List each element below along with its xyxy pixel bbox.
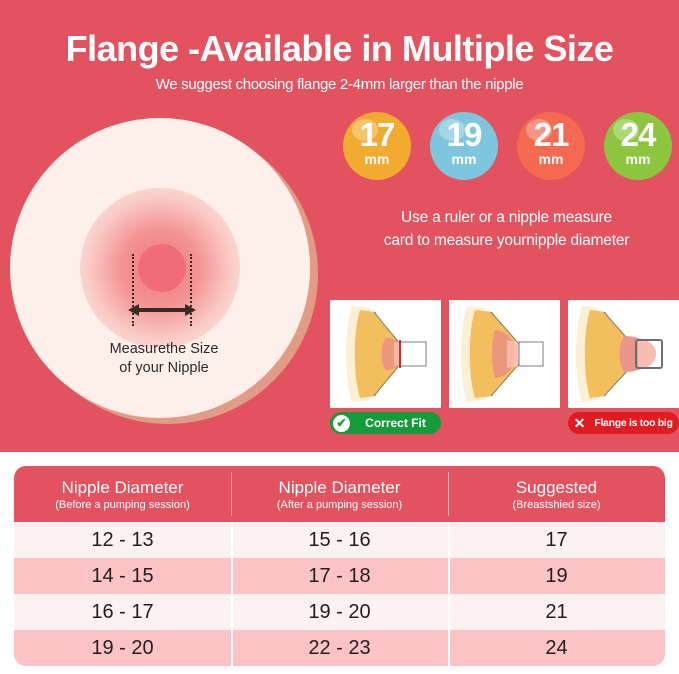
cell-after: 15 - 16	[231, 522, 448, 558]
cell-suggested: 24	[448, 630, 665, 666]
cell-before: 16 - 17	[91, 600, 154, 623]
badge-value: 19	[446, 116, 483, 153]
header-main: Nipple Diameter	[278, 477, 401, 497]
measure-instruction: Use a ruler or a nipple measure card to …	[334, 206, 679, 252]
header-sub: (After a pumping session)	[276, 498, 403, 511]
badge-unit: mm	[364, 151, 390, 167]
size-badge-19[interactable]: 19 mm	[430, 112, 498, 180]
cell-before: 19 - 20	[91, 636, 154, 659]
size-badge-24[interactable]: 24 mm	[604, 112, 672, 180]
table-header-cell-after: Nipple Diameter (After a pumping session…	[231, 466, 448, 522]
nipple-circle	[138, 244, 186, 292]
fit-card-too-big: ✕ Flange is too big	[449, 300, 679, 434]
flange-illustration-correct	[330, 300, 441, 408]
table-row: 16 - 17 19 - 20 21	[14, 594, 665, 630]
badge-highlight-icon	[439, 119, 465, 141]
size-table: Nipple Diameter (Before a pumping sessio…	[14, 466, 665, 666]
fit-label-text: Flange is too big	[594, 417, 673, 429]
fit-label-text: Correct Fit	[365, 416, 426, 430]
page-title: Flange -Available in Multiple Size	[65, 28, 614, 69]
table-row: 19 - 20 22 - 23 24	[14, 630, 665, 666]
measure-arrow-line	[138, 308, 186, 312]
size-badge-group: 17 mm 19 mm 21 mm 24 mm	[334, 112, 679, 190]
size-badge-21[interactable]: 21 mm	[517, 112, 585, 180]
cell-suggested: 19	[448, 558, 665, 594]
breast-caption-line1: Measurethe Size	[109, 341, 219, 357]
flange-illustration-too-big	[449, 300, 560, 408]
measure-guide-right-icon	[190, 254, 192, 326]
instruction-line1: Use a ruler or a nipple measure	[401, 209, 612, 226]
header-main: Suggested	[515, 477, 598, 497]
breast-measure-diagram: Measurethe Size of your Nipple	[2, 112, 326, 442]
cell-after: 17 - 18	[231, 558, 448, 594]
flange-illustration-too-small	[568, 300, 679, 408]
fit-card-correct: ✔ Correct Fit	[330, 300, 441, 434]
breast-caption: Measurethe Size of your Nipple	[2, 340, 326, 378]
badge-unit: mm	[538, 151, 564, 167]
fit-card-too-small: ✕ Flange is too Small	[568, 300, 679, 410]
fit-label-correct: ✔ Correct Fit	[330, 412, 441, 434]
cell-suggested: 17	[448, 522, 665, 558]
badge-highlight-icon	[613, 119, 639, 141]
arrow-left-icon	[128, 304, 139, 316]
badge-unit: mm	[451, 151, 477, 167]
table-header-cell-before: Nipple Diameter (Before a pumping sessio…	[14, 466, 231, 522]
badge-highlight-icon	[352, 119, 378, 141]
badge-value: 17	[359, 116, 396, 153]
size-table-container: Nipple Diameter (Before a pumping sessio…	[0, 452, 679, 674]
page-subtitle: We suggest choosing flange 2-4mm larger …	[155, 76, 524, 93]
table-header-row: Nipple Diameter (Before a pumping sessio…	[14, 466, 665, 522]
cell-after: 22 - 23	[231, 630, 448, 666]
table-row: 14 - 15 17 - 18 19	[14, 558, 665, 594]
header-banner: Flange -Available in Multiple Size We su…	[0, 0, 679, 110]
size-badge-17[interactable]: 17 mm	[343, 112, 411, 180]
instruction-line2: card to measure yournipple diameter	[383, 232, 630, 249]
fit-label-too-big: ✕ Flange is too big	[568, 412, 679, 434]
badge-highlight-icon	[526, 119, 552, 141]
fit-example-cards: ✔ Correct Fit ✕ Flange is too big	[330, 300, 679, 445]
breast-caption-line2: of your Nipple	[119, 360, 209, 376]
check-icon: ✔	[333, 414, 350, 432]
cross-icon: ✕	[571, 414, 588, 432]
header-sub: (Breastshied size)	[512, 498, 601, 511]
cell-before: 12 - 13	[91, 528, 154, 551]
cell-suggested: 21	[448, 594, 665, 630]
cell-before: 14 - 15	[91, 564, 154, 587]
badge-value: 24	[620, 116, 657, 153]
header-main: Nipple Diameter	[61, 477, 184, 497]
table-header-cell-suggested: Suggested (Breastshied size)	[448, 466, 665, 522]
cell-after: 19 - 20	[231, 594, 448, 630]
badge-unit: mm	[625, 151, 651, 167]
table-row: 12 - 13 15 - 16 17	[14, 522, 665, 558]
arrow-right-icon	[185, 304, 196, 316]
badge-value: 21	[533, 116, 570, 153]
header-sub: (Before a pumping session)	[55, 498, 190, 511]
measure-guide-left-icon	[132, 254, 134, 326]
